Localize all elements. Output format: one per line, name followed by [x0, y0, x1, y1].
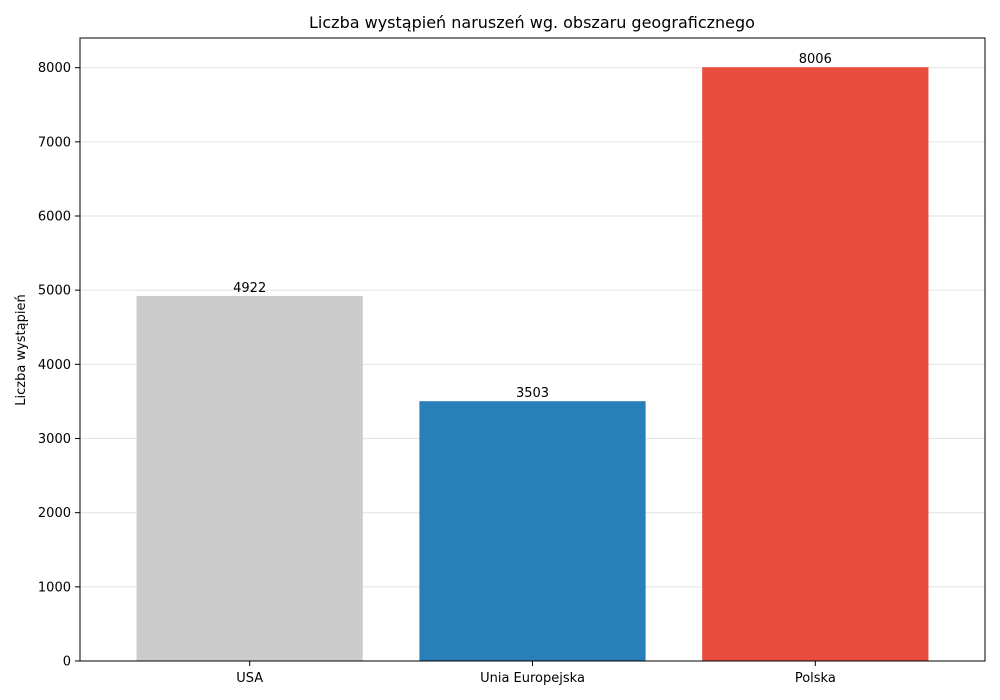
- y-tick-label: 8000: [38, 61, 71, 76]
- data-labels: 4922 3503 8006: [233, 52, 832, 401]
- bar: [419, 401, 646, 661]
- y-tick-label: 2000: [38, 506, 71, 521]
- y-tick-label: 1000: [38, 580, 71, 595]
- x-tick-label: Unia Europejska: [480, 671, 585, 686]
- bar-value-label: 4922: [233, 281, 266, 296]
- x-tick-label: Polska: [795, 671, 836, 686]
- y-tick-label: 5000: [38, 284, 71, 299]
- x-tick-label: USA: [236, 671, 263, 686]
- y-tick-label: 7000: [38, 135, 71, 150]
- y-tick-label: 6000: [38, 210, 71, 225]
- plot-frame: [79, 37, 986, 662]
- y-axis-ticks: 0 1000 2000 3000 4000 5000 6000 7000 8000: [38, 61, 80, 670]
- chart-title: Liczba wystąpień naruszeń wg. obszaru ge…: [309, 13, 755, 32]
- bars: [136, 67, 929, 661]
- y-tick-label: 3000: [38, 432, 71, 447]
- y-tick-label: 0: [63, 655, 71, 670]
- y-axis-label: Liczba wystąpień: [14, 294, 29, 405]
- y-tick-label: 4000: [38, 358, 71, 373]
- bar-value-label: 8006: [799, 52, 832, 67]
- bar: [702, 67, 929, 661]
- bar: [136, 295, 363, 661]
- x-axis-ticks: USA Unia Europejska Polska: [236, 661, 836, 686]
- bar-value-label: 3503: [516, 386, 549, 401]
